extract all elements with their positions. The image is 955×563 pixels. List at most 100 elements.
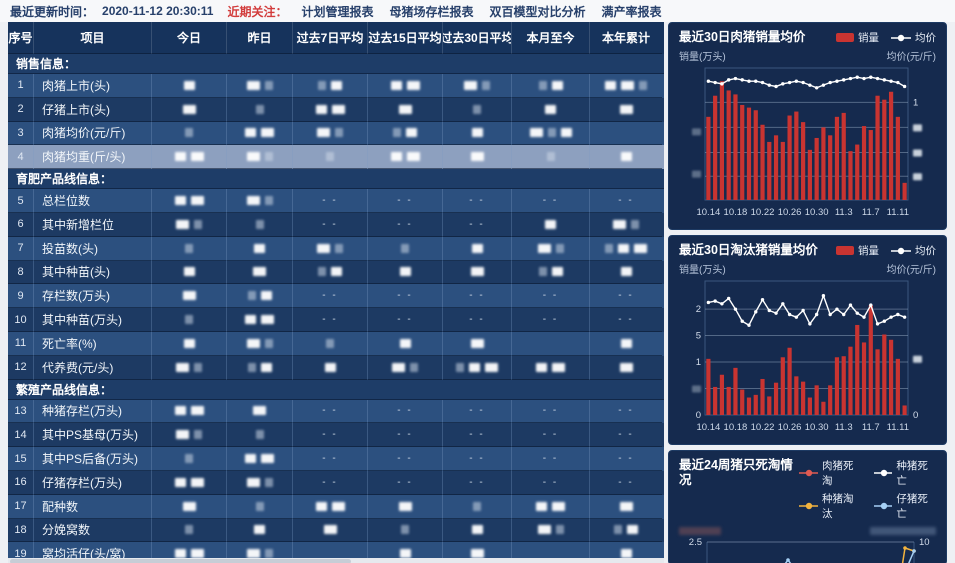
legend-item-均价[interactable]: 均价 xyxy=(891,243,936,258)
redacted-value xyxy=(246,80,260,90)
data-cell: - - xyxy=(512,399,590,424)
data-cell xyxy=(590,519,662,543)
redacted-value xyxy=(245,315,256,325)
axis-tick-label: 2.5 xyxy=(689,538,702,548)
table-row[interactable]: 17 配种数 xyxy=(8,494,664,519)
redacted-value xyxy=(246,196,260,206)
table-row[interactable]: 6 其中新增栏位 - - - - - - xyxy=(8,212,664,237)
redacted-value xyxy=(552,501,565,511)
data-cell xyxy=(443,145,512,170)
data-cell xyxy=(368,331,443,356)
redacted-value xyxy=(176,362,189,372)
data-cell: - - xyxy=(368,308,443,332)
redacted-value xyxy=(393,128,401,138)
table-row[interactable]: 14 其中PS基母(万头) - - - - - - - - - - xyxy=(8,423,664,448)
table-row[interactable]: 3 肉猪均价(元/斤) xyxy=(8,121,664,146)
table-row[interactable]: 16 仔猪存栏(万头) - - - - - - - - - - xyxy=(8,470,664,495)
redacted-value xyxy=(464,80,477,90)
legend-item-仔猪死亡[interactable]: 仔猪死亡 xyxy=(873,491,936,521)
data-cell xyxy=(152,331,227,356)
table-row[interactable]: 15 其中PS后备(万头) - - - - - - - - - - xyxy=(8,447,664,471)
data-cell xyxy=(443,518,512,543)
redacted-value xyxy=(546,152,555,162)
data-cell xyxy=(152,284,227,309)
empty-value: - - xyxy=(322,429,338,441)
line-dot-swatch-icon xyxy=(873,469,893,477)
table-row[interactable]: 7 投苗数(头) xyxy=(8,236,664,261)
redacted-value xyxy=(552,362,565,372)
table-row[interactable]: 19 窝均活仔(头/窝) xyxy=(8,542,664,563)
scrollbar-thumb[interactable] xyxy=(10,559,352,563)
table-row[interactable]: 5 总栏位数 - - - - - - - - - - xyxy=(8,189,664,213)
table-row[interactable]: 2 仔猪上市(头) xyxy=(8,97,664,122)
data-cell xyxy=(152,542,227,563)
empty-value: - - xyxy=(542,314,559,326)
row-index-cell: 18 xyxy=(8,518,34,543)
redacted-value xyxy=(264,549,273,559)
horizontal-scrollbar[interactable] xyxy=(8,558,664,563)
redacted-value xyxy=(634,243,647,253)
empty-value: - - xyxy=(397,314,413,326)
table-row[interactable]: 9 存栏数(万头) - - - - - - - - - - xyxy=(8,284,664,309)
report-link-2[interactable]: 母猪场存栏报表 xyxy=(389,4,474,19)
data-cell xyxy=(152,121,227,146)
redacted-value xyxy=(401,243,409,253)
legend-item-销量[interactable]: 销量 xyxy=(836,30,879,45)
row-label-cell: 分娩窝数 xyxy=(34,518,152,543)
data-cell xyxy=(227,284,293,309)
redacted-value xyxy=(185,454,193,464)
data-cell xyxy=(227,399,293,424)
legend-item-销量[interactable]: 销量 xyxy=(836,243,879,258)
chart-legend: 销量 均价 xyxy=(836,30,936,45)
data-cell xyxy=(443,331,512,356)
report-link-4[interactable]: 满产率报表 xyxy=(601,4,662,19)
legend-item-种猪淘汰[interactable]: 种猪淘汰 xyxy=(799,491,861,521)
data-cell xyxy=(443,121,512,146)
empty-value: - - xyxy=(618,314,634,326)
redacted-value xyxy=(620,267,632,277)
redacted-value xyxy=(399,338,411,348)
row-index-cell: 1 xyxy=(8,74,34,98)
redacted-value xyxy=(261,315,274,325)
table-row[interactable]: 11 死亡率(%) xyxy=(8,331,664,356)
data-cell: - - xyxy=(293,423,368,448)
data-cell xyxy=(512,212,590,237)
data-cell: - - xyxy=(293,447,368,471)
data-cell xyxy=(368,74,443,98)
redacted-value xyxy=(174,477,186,487)
table-row[interactable]: 13 种猪存栏(万头) - - - - - - - - - - xyxy=(8,399,664,424)
table-row[interactable]: 10 其中种苗(万头) - - - - - - - - - - xyxy=(8,308,664,332)
data-cell: - - xyxy=(293,399,368,424)
row-index-cell: 17 xyxy=(8,494,34,519)
legend-item-肉猪死淘[interactable]: 肉猪死淘 xyxy=(799,458,861,488)
redacted-value xyxy=(620,549,632,559)
empty-value: - - xyxy=(322,218,338,230)
redacted-value xyxy=(398,104,412,114)
legend-item-均价[interactable]: 均价 xyxy=(891,30,936,45)
table-row[interactable]: 4 肉猪均重(斤/头) xyxy=(8,145,664,170)
data-cell xyxy=(152,355,227,380)
legend-item-种猪死亡[interactable]: 种猪死亡 xyxy=(873,458,936,488)
data-cell: - - xyxy=(368,447,443,471)
chart-canvas-pig-sales: 10.14 10.18 10.22 10.26 10.30 11.3 11.7 11.11 1 xyxy=(692,67,922,218)
redacted-value xyxy=(190,152,204,162)
redacted-value xyxy=(614,525,622,535)
data-cell xyxy=(152,399,227,424)
empty-value: - - xyxy=(322,453,338,465)
redacted-value xyxy=(176,219,189,229)
right-axis-title: 均价(元/斤) xyxy=(886,264,936,276)
redacted-value xyxy=(174,152,186,162)
table-header-cell: 今日 xyxy=(152,22,227,54)
empty-value: - - xyxy=(542,453,559,465)
data-cell xyxy=(590,145,662,170)
table-row[interactable]: 18 分娩窝数 xyxy=(8,518,664,543)
data-cell xyxy=(227,74,293,98)
report-link-1[interactable]: 计划管理报表 xyxy=(301,4,374,19)
redacted-value xyxy=(326,152,334,162)
data-cell xyxy=(368,121,443,146)
table-row[interactable]: 1 肉猪上市(头) xyxy=(8,74,664,98)
table-row[interactable]: 8 其中种苗(头) xyxy=(8,260,664,285)
report-link-3[interactable]: 双百模型对比分析 xyxy=(489,4,586,19)
table-row[interactable]: 12 代养费(元/头) xyxy=(8,355,664,380)
empty-value: - - xyxy=(322,314,338,326)
